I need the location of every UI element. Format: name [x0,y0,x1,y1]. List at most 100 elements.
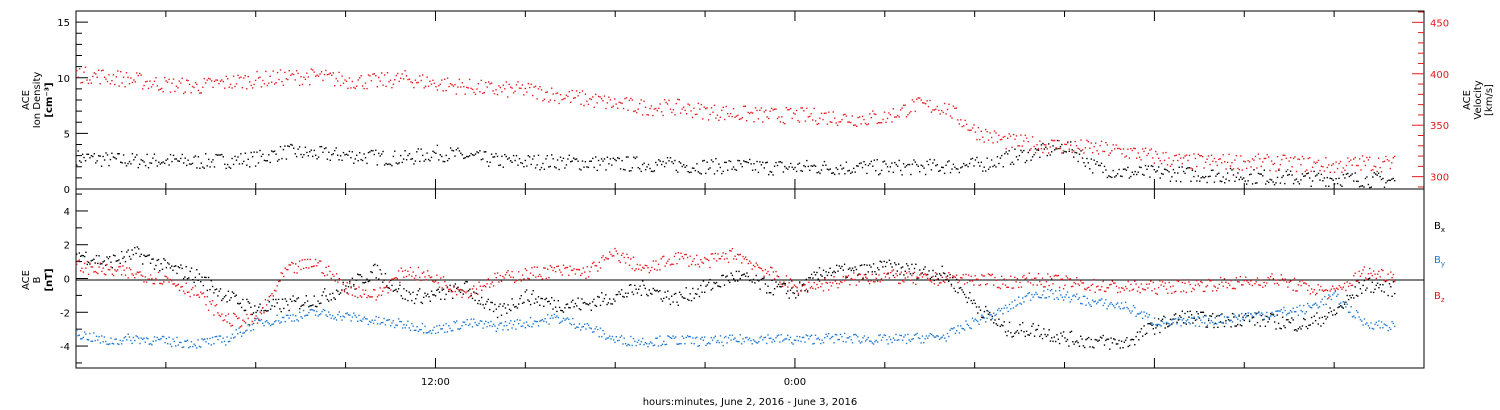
bx-point [238,303,240,305]
legend: Bx By Bz [1434,221,1445,304]
by-point [461,325,463,327]
velocity-point [1184,155,1186,157]
bx-point [858,273,860,275]
bz-point [1118,287,1120,289]
bx-point [1329,307,1331,309]
bz-point [1124,285,1127,288]
bx-point [661,300,664,302]
by-point [759,337,761,339]
density-point [1357,180,1359,183]
density-point [1265,183,1267,185]
bx-point [758,280,760,282]
bz-point [196,294,198,296]
bx-point [1270,312,1272,315]
bz-point [362,289,364,291]
velocity-point [902,104,905,106]
velocity-point [795,109,798,112]
velocity-point [1005,147,1007,150]
velocity-point [614,98,616,100]
velocity-point [329,72,331,74]
by-point [643,344,645,346]
density-point [147,167,150,169]
by-point [1135,315,1137,317]
bz-point [350,287,352,289]
bx-point [1213,326,1215,329]
density-point [1243,177,1245,179]
by-point [175,345,177,347]
bz-point [1105,290,1107,293]
by-point [99,342,102,344]
bx-point [1070,330,1073,333]
velocity-point [680,112,682,114]
bz-point [489,286,491,288]
bx-point [565,303,567,306]
bx-point [888,259,891,261]
density-point [335,147,337,149]
density-point [897,165,899,167]
by-point [916,332,918,335]
by-point [343,316,346,318]
bz-point [623,256,625,259]
bx-point [1006,334,1008,337]
bx-point [1279,327,1281,329]
by-point [966,323,968,325]
density-point [1342,174,1345,176]
by-point [1293,311,1296,313]
density-point [152,157,154,159]
bx-point [927,273,929,276]
bx-point [99,263,102,265]
velocity-point [77,76,79,78]
bx-point [1128,344,1131,347]
velocity-point [860,123,862,125]
by-point [1300,309,1302,312]
bz-point [1376,273,1379,275]
bx-point [1283,325,1285,327]
bx-point [1130,339,1132,341]
velocity-point [1364,164,1367,167]
bx-point [775,281,777,283]
velocity-point [770,107,773,109]
velocity-point [974,131,977,133]
bx-point [1185,323,1187,325]
density-point [281,157,283,160]
velocity-point [776,117,779,120]
bx-point [1320,325,1322,327]
density-point [139,163,141,165]
bx-point [1000,324,1003,326]
bz-point [1251,284,1253,287]
velocity-point [1158,157,1160,159]
density-point [410,158,412,160]
bz-point [131,273,133,275]
velocity-point [744,105,746,107]
bz-point [912,282,914,284]
by-point [134,339,136,342]
by-point [1386,325,1388,327]
by-point [812,343,814,345]
density-point [1055,148,1057,150]
velocity-point [760,107,763,109]
bx-point [995,323,997,325]
density-point [1241,178,1243,180]
velocity-point [1002,136,1004,138]
bz-point [357,296,359,299]
bx-point [1243,319,1245,322]
by-point [1029,299,1032,301]
bz-point [78,259,80,261]
density-point [196,167,198,169]
bx-point [982,317,984,319]
velocity-point [1112,144,1114,146]
density-point [831,172,833,174]
bz-point [85,267,87,269]
density-point [992,165,994,168]
bx-point [80,255,82,257]
by-point [233,337,235,339]
bx-point [789,289,792,291]
bz-point [763,275,765,277]
by-point [1033,293,1036,296]
by-point [652,344,654,347]
velocity-point [656,109,658,112]
bx-point [1110,337,1112,339]
velocity-point [1001,138,1003,141]
bx-point [554,306,557,308]
velocity-point [188,83,191,86]
